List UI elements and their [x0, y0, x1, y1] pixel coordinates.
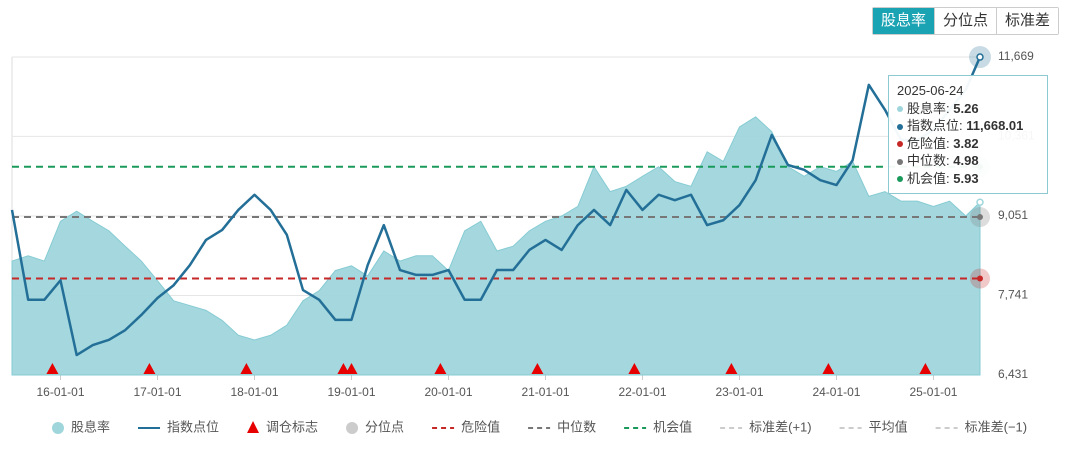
yield-area [11, 116, 981, 376]
tooltip-label: 危险值: [907, 135, 950, 151]
x-tick-label: 16-01-01 [36, 385, 84, 399]
tooltip-row: 指数点位: 11,668.01 [897, 117, 1039, 135]
rebalance-marker [628, 363, 641, 374]
y-tick-label: 7,741 [998, 288, 1028, 302]
hover-point [976, 198, 984, 206]
tooltip-label: 指数点位: [907, 118, 963, 133]
x-tick-label: 24-01-01 [812, 385, 860, 399]
legend-label: 调仓标志 [266, 419, 318, 434]
legend-label: 指数点位 [167, 419, 219, 434]
x-tick-label: 20-01-01 [424, 385, 472, 399]
tooltip-row: 机会值: 5.93 [897, 170, 1039, 188]
legend-label: 股息率 [71, 419, 110, 434]
rebalance-marker [531, 363, 544, 374]
hover-point [976, 53, 984, 61]
legend-label: 标准差(+1) [749, 419, 811, 434]
tooltip-dot [897, 176, 903, 183]
legend-label: 机会值 [653, 419, 692, 434]
tooltip-row: 危险值: 3.82 [897, 135, 1039, 153]
x-tick-label: 25-01-01 [909, 385, 957, 399]
rebalance-marker [337, 363, 350, 374]
legend-label: 平均值 [869, 419, 908, 434]
rebalance-marker [919, 363, 932, 374]
x-tick-label: 22-01-01 [618, 385, 666, 399]
tooltip-label: 机会值: [907, 170, 950, 186]
tooltip-value: 11,668.01 [966, 118, 1024, 133]
x-tick-label: 18-01-01 [230, 385, 278, 399]
rebalance-marker [434, 363, 447, 374]
mode-button[interactable]: 股息率 [873, 8, 935, 34]
mode-button[interactable]: 标准差 [996, 8, 1059, 34]
tooltip-date: 2025-06-24 [897, 83, 964, 98]
tooltip-dot [897, 158, 903, 165]
x-tick-label: 17-01-01 [133, 385, 181, 399]
tooltip-row: 股息率: 5.26 [897, 100, 1039, 118]
hover-point [977, 275, 983, 282]
rebalance-marker [345, 363, 358, 374]
legend-symbol [247, 421, 260, 433]
y-tick-label: 6,431 [998, 367, 1028, 381]
y-tick-label: 9,051 [998, 208, 1028, 222]
tooltip-value: 3.82 [953, 135, 979, 151]
tooltip-row: 中位数: 4.98 [897, 152, 1039, 170]
y-tick-label: 11,669 [998, 49, 1034, 63]
tooltip-value: 5.93 [953, 170, 979, 186]
legend-label: 标准差(−1) [965, 419, 1027, 434]
tooltip-label: 中位数: [907, 153, 950, 168]
rebalance-marker [822, 363, 835, 374]
rebalance-marker [725, 363, 738, 374]
legend-label: 危险值 [461, 419, 500, 434]
legend-label: 分位点 [365, 419, 404, 434]
legend-symbol [346, 422, 359, 434]
tooltip-value: 5.26 [953, 100, 979, 116]
tooltip-label: 股息率: [907, 100, 950, 116]
mode-button[interactable]: 分位点 [934, 8, 997, 34]
rebalance-marker [46, 363, 59, 374]
x-tick-label: 21-01-01 [521, 385, 569, 399]
legend-label: 中位数 [557, 419, 596, 434]
tooltip: 2025-06-24 股息率: 5.26 指数点位: 11,668.01 危险值: 3… [888, 75, 1048, 194]
mode-switch: 股息率 分位点 标准差 [872, 7, 1060, 35]
tooltip-dot [897, 141, 903, 148]
index-line [10, 56, 982, 357]
x-tick-label: 23-01-01 [715, 385, 763, 399]
rebalance-marker [240, 363, 253, 374]
tooltip-dot [897, 106, 903, 113]
tooltip-value: 4.98 [953, 153, 979, 168]
rebalance-marker [143, 363, 156, 374]
tooltip-dot [897, 123, 903, 130]
hover-point [977, 214, 983, 221]
legend-symbol [52, 422, 64, 434]
x-tick-label: 19-01-01 [327, 385, 375, 399]
